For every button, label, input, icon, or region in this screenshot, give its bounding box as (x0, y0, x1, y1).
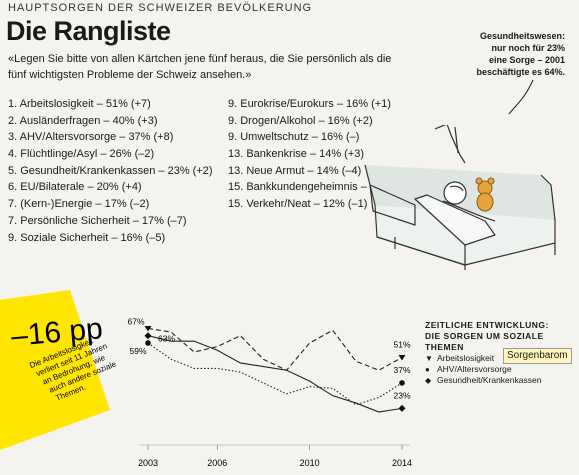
page-kicker: HAUPTSORGEN DER SCHWEIZER BEVÖLKERUNG (8, 2, 313, 14)
legend-label: Arbeitslosigkeit (437, 353, 495, 363)
legend-label: Gesundheit/Krankenkassen (437, 375, 542, 385)
data-point (145, 340, 151, 346)
diamond-icon: ◆ (425, 376, 432, 385)
chart-title: ZEITLICHE ENTWICKLUNG: (425, 320, 549, 330)
page-title: Die Rangliste (6, 16, 171, 46)
intro-text: «Legen Sie bitte von allen Kärtchen jene… (8, 53, 392, 81)
series-line (147, 327, 403, 371)
ranking-item: 6. EU/Bilaterale – 20% (+4) (8, 181, 142, 194)
ranking-item: 15. Verkehr/Neat – 12% (–1) (228, 198, 368, 211)
ranking-item: 9. Soziale Sicherheit – 16% (–5) (8, 231, 166, 244)
data-point (144, 325, 152, 332)
ranking-item: 1. Arbeitslosigkeit – 51% (+7) (8, 98, 151, 110)
ranking-item: 2. Ausländerfragen – 40% (+3) (8, 114, 158, 127)
data-label: 51% (393, 340, 410, 350)
hospital-bed-illustration (364, 125, 556, 270)
data-label: 37% (393, 365, 410, 375)
x-tick-label: 2010 (300, 458, 320, 468)
legend-item: ◆ Gesundheit/Krankenkassen (425, 375, 579, 386)
health-callout: Gesundheitswesen: nur noch für 23% eine … (405, 30, 565, 78)
data-point (144, 332, 152, 340)
ranking-item: 9. Drogen/Alkohol – 16% (+2) (228, 114, 373, 127)
ranking-item: 9. Umweltschutz – 16% (–) (228, 131, 360, 144)
data-label: 59% (129, 346, 146, 356)
callout-line: eine Sorge – 2001 (488, 55, 565, 65)
callout-line: beschäftigte es 64%. (476, 67, 565, 77)
ranking-item: 13. Neue Armut – 14% (–4) (228, 164, 362, 177)
x-tick-label: 2014 (392, 458, 412, 468)
x-axis: 2003 2006 2010 2014 (138, 444, 412, 468)
chart-subtitle: DIE SORGEN UM SOZIALE THEMEN (425, 331, 544, 352)
legend-label: AHV/Altersvorsorge (437, 364, 512, 374)
ranking-item: 3. AHV/Altersvorsorge – 37% (+8) (8, 131, 174, 144)
data-label: 67% (127, 316, 144, 326)
data-label: 63% (158, 334, 175, 344)
x-tick-label: 2003 (138, 458, 158, 468)
data-point (399, 380, 405, 386)
legend-item: ● AHV/Altersvorsorge (425, 364, 579, 375)
triangle-icon: ▼ (425, 354, 433, 363)
ranking-item: 5. Gesundheit/Krankenkassen – 23% (+2) (8, 164, 213, 177)
teddy-bear-icon (475, 177, 495, 212)
circle-icon: ● (425, 365, 430, 374)
ranking-item: 15. Bankkundengeheimnis – 12% (–) (228, 181, 409, 194)
callout-pointer (508, 79, 534, 115)
callout-line: nur noch für 23% (491, 43, 565, 53)
series-line (147, 342, 403, 406)
ranking-item: 7. (Kern-)Energie – 17% (–2) (8, 198, 150, 211)
data-point (398, 355, 406, 361)
series-line (147, 335, 403, 413)
ranking-list-left: 1. Arbeitslosigkeit – 51% (+7) 2. Auslän… (8, 96, 213, 246)
tooltip: Sorgenbarom (503, 348, 572, 364)
legend-item: ▼ Arbeitslosigkeit (425, 353, 579, 364)
data-point (398, 404, 406, 412)
badge-headline: –16 pp (10, 312, 104, 353)
ranking-item: 9. Eurokrise/Eurokurs – 16% (+1) (228, 98, 391, 110)
ranking-list-right: 9. Eurokrise/Eurokurs – 16% (+1) 9. Drog… (228, 96, 408, 213)
x-tick-label: 2006 (207, 458, 227, 468)
ranking-item: 7. Persönliche Sicherheit – 17% (–7) (8, 214, 187, 227)
chart-legend: ZEITLICHE ENTWICKLUNG: DIE SORGEN UM SOZ… (425, 320, 579, 386)
ranking-item: 4. Flüchtlinge/Asyl – 26% (–2) (8, 148, 155, 161)
data-label: 23% (393, 390, 410, 400)
callout-line: Gesundheitswesen: (479, 31, 565, 41)
ranking-item: 13. Bankenkrise – 14% (+3) (228, 148, 365, 161)
